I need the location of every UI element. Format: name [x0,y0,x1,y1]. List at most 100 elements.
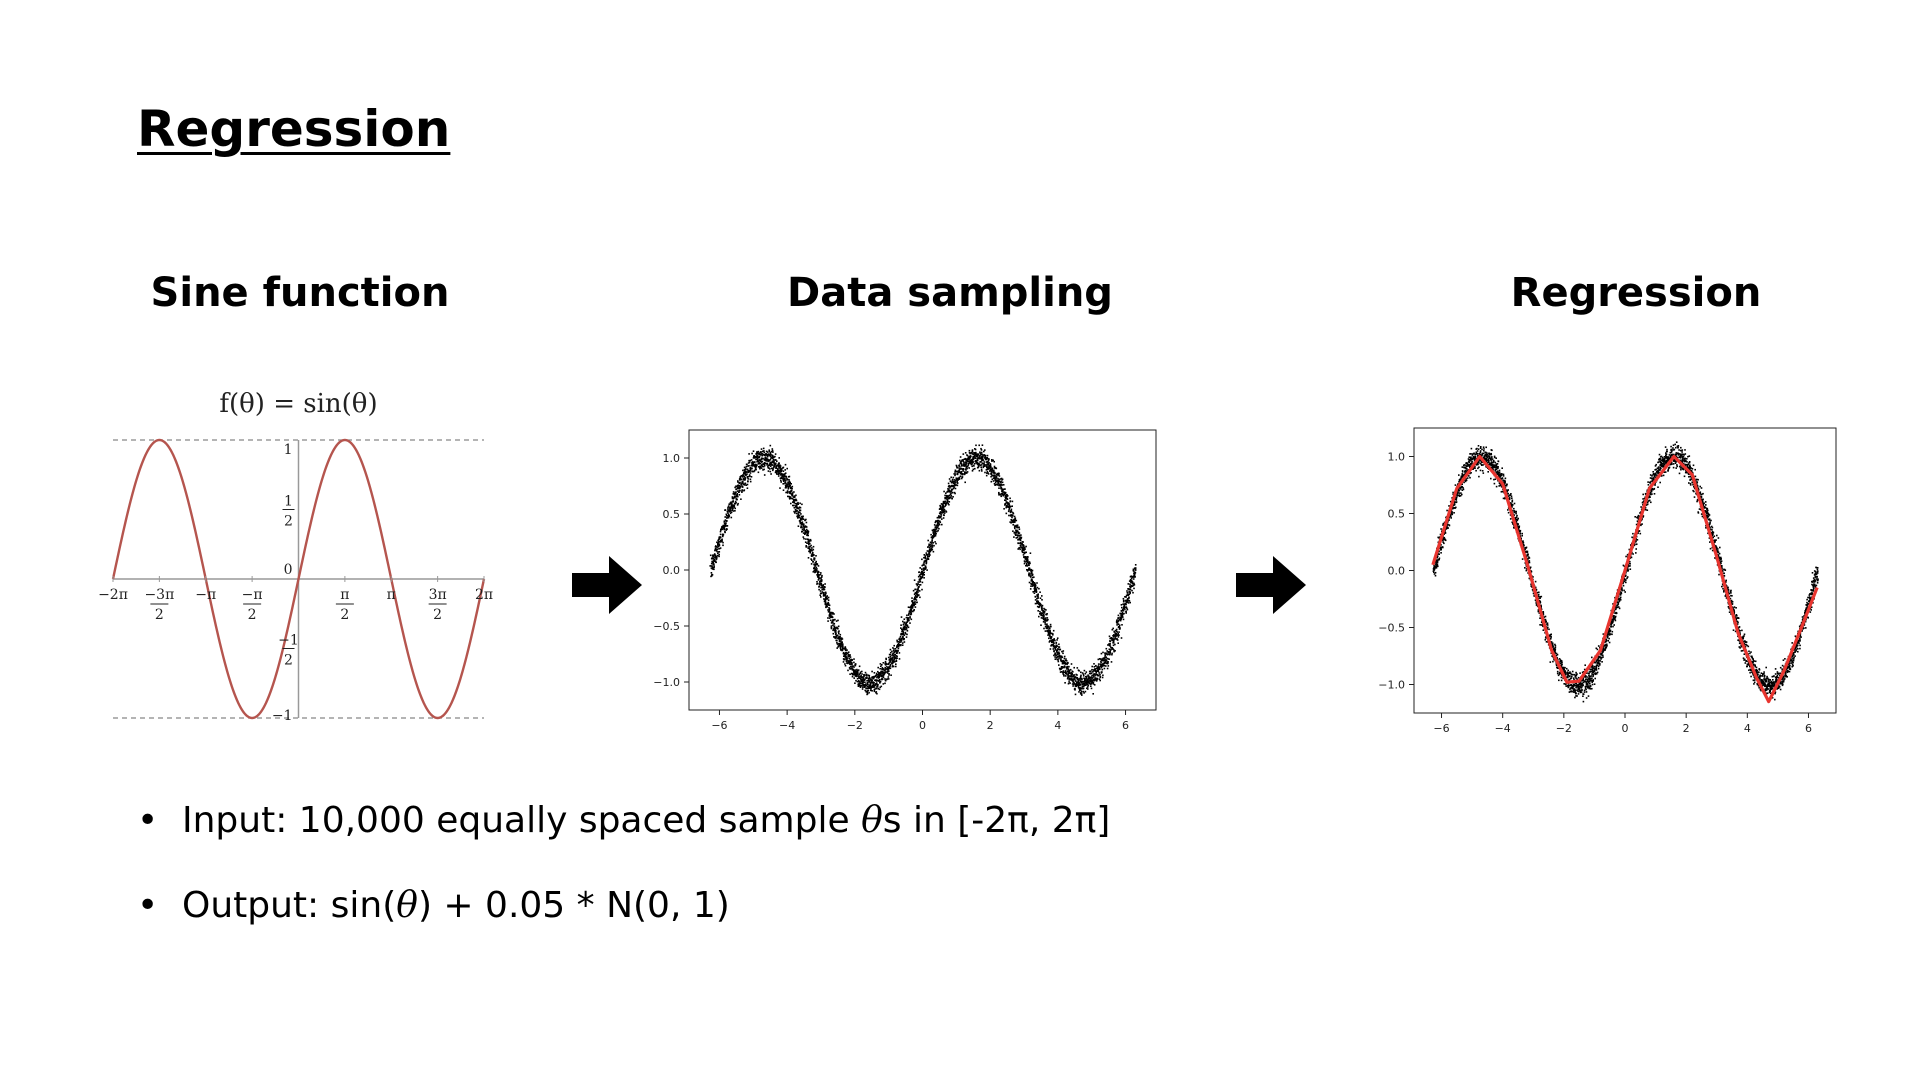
sampling-point [950,495,953,497]
sampling-point [827,601,830,604]
sampling-point [792,501,794,503]
sampling-point [1018,526,1020,529]
sampling-point [936,526,939,528]
sampling-point [909,610,911,613]
sampling-point [1004,491,1007,494]
sampling-point [752,463,754,465]
sampling-point [812,551,814,554]
sampling-point [981,444,984,446]
sampling-point [1034,599,1037,601]
sampling-point [897,645,900,648]
sampling-point [1012,523,1014,526]
sampling-point [1044,621,1046,624]
sampling-point [956,479,959,481]
sampling-point [784,482,787,484]
sampling-point [998,484,1000,486]
sampling-point [765,453,767,455]
sampling-point [940,508,943,510]
sampling-point [897,644,899,647]
sampling-point [990,468,993,470]
sampling-point [905,622,907,625]
sampling-point [927,546,929,548]
sampling-point [903,621,906,624]
sampling-point [841,638,844,640]
sampling-point [868,680,871,683]
sampling-point [1040,604,1042,607]
sampling-point [842,647,845,650]
regression-point [1443,542,1445,545]
sampling-point [988,467,991,470]
sampling-point [1001,492,1004,494]
sampling-point [994,479,997,482]
sampling-point [975,452,977,454]
sampling-point [831,611,833,614]
sampling-point [995,478,997,481]
sampling-point [926,558,928,560]
sampling-point [795,509,797,511]
sampling-point [914,592,916,594]
y-tick-label: −1 [272,708,293,724]
sampling-point [713,557,716,559]
sampling-point [862,678,864,681]
sampling-point [885,671,888,673]
sampling-point [884,668,887,671]
sampling-point [760,466,762,469]
sampling-point [924,565,927,567]
sampling-point [741,486,744,488]
sampling-point [771,467,773,470]
sampling-point [1018,532,1021,534]
sampling-point [789,492,792,495]
sampling-point [918,578,921,581]
sampling-point [981,453,983,456]
sampling-point [837,625,840,628]
sampling-point [724,531,726,533]
sampling-point [851,667,853,669]
sampling-point [742,477,745,480]
sampling-point [875,679,877,681]
sampling-point [743,484,746,486]
sampling-point [1038,605,1041,608]
regression-point [1444,539,1447,542]
regression-point [1470,453,1472,455]
sampling-point [838,639,841,641]
sampling-point [753,455,755,458]
sampling-point [801,516,804,519]
sampling-point [718,555,720,558]
sampling-point [779,464,781,466]
sampling-point [859,672,862,675]
sampling-point [936,530,938,533]
sampling-point [984,471,986,474]
sampling-point [746,473,748,475]
sampling-point [949,490,951,493]
sampling-point [805,531,807,534]
sampling-point [945,511,948,513]
sampling-point [776,473,778,475]
sampling-point [745,484,748,486]
sampling-point [836,643,839,645]
sampling-point [740,498,742,500]
sampling-point [842,651,845,654]
sampling-point [776,464,779,467]
sampling-point [865,683,867,685]
sampling-point [832,622,834,624]
y-tick-label-denominator: 2 [284,514,293,530]
sampling-point [849,673,851,675]
sampling-point [781,474,783,476]
sampling-point [1031,581,1034,583]
regression-point [1441,546,1444,548]
sampling-point [918,590,921,592]
sampling-point [853,672,856,675]
sampling-point [718,541,721,543]
sampling-point [894,647,897,650]
sampling-point [852,668,855,671]
sampling-point [802,536,805,538]
sampling-point [918,574,921,576]
sampling-point [896,639,898,642]
sampling-point [832,619,835,622]
sampling-point [719,537,721,539]
sampling-point [828,614,831,616]
sampling-point [746,487,749,489]
sampling-point [1000,481,1002,484]
sampling-point [996,472,998,475]
sampling-point [791,487,793,490]
